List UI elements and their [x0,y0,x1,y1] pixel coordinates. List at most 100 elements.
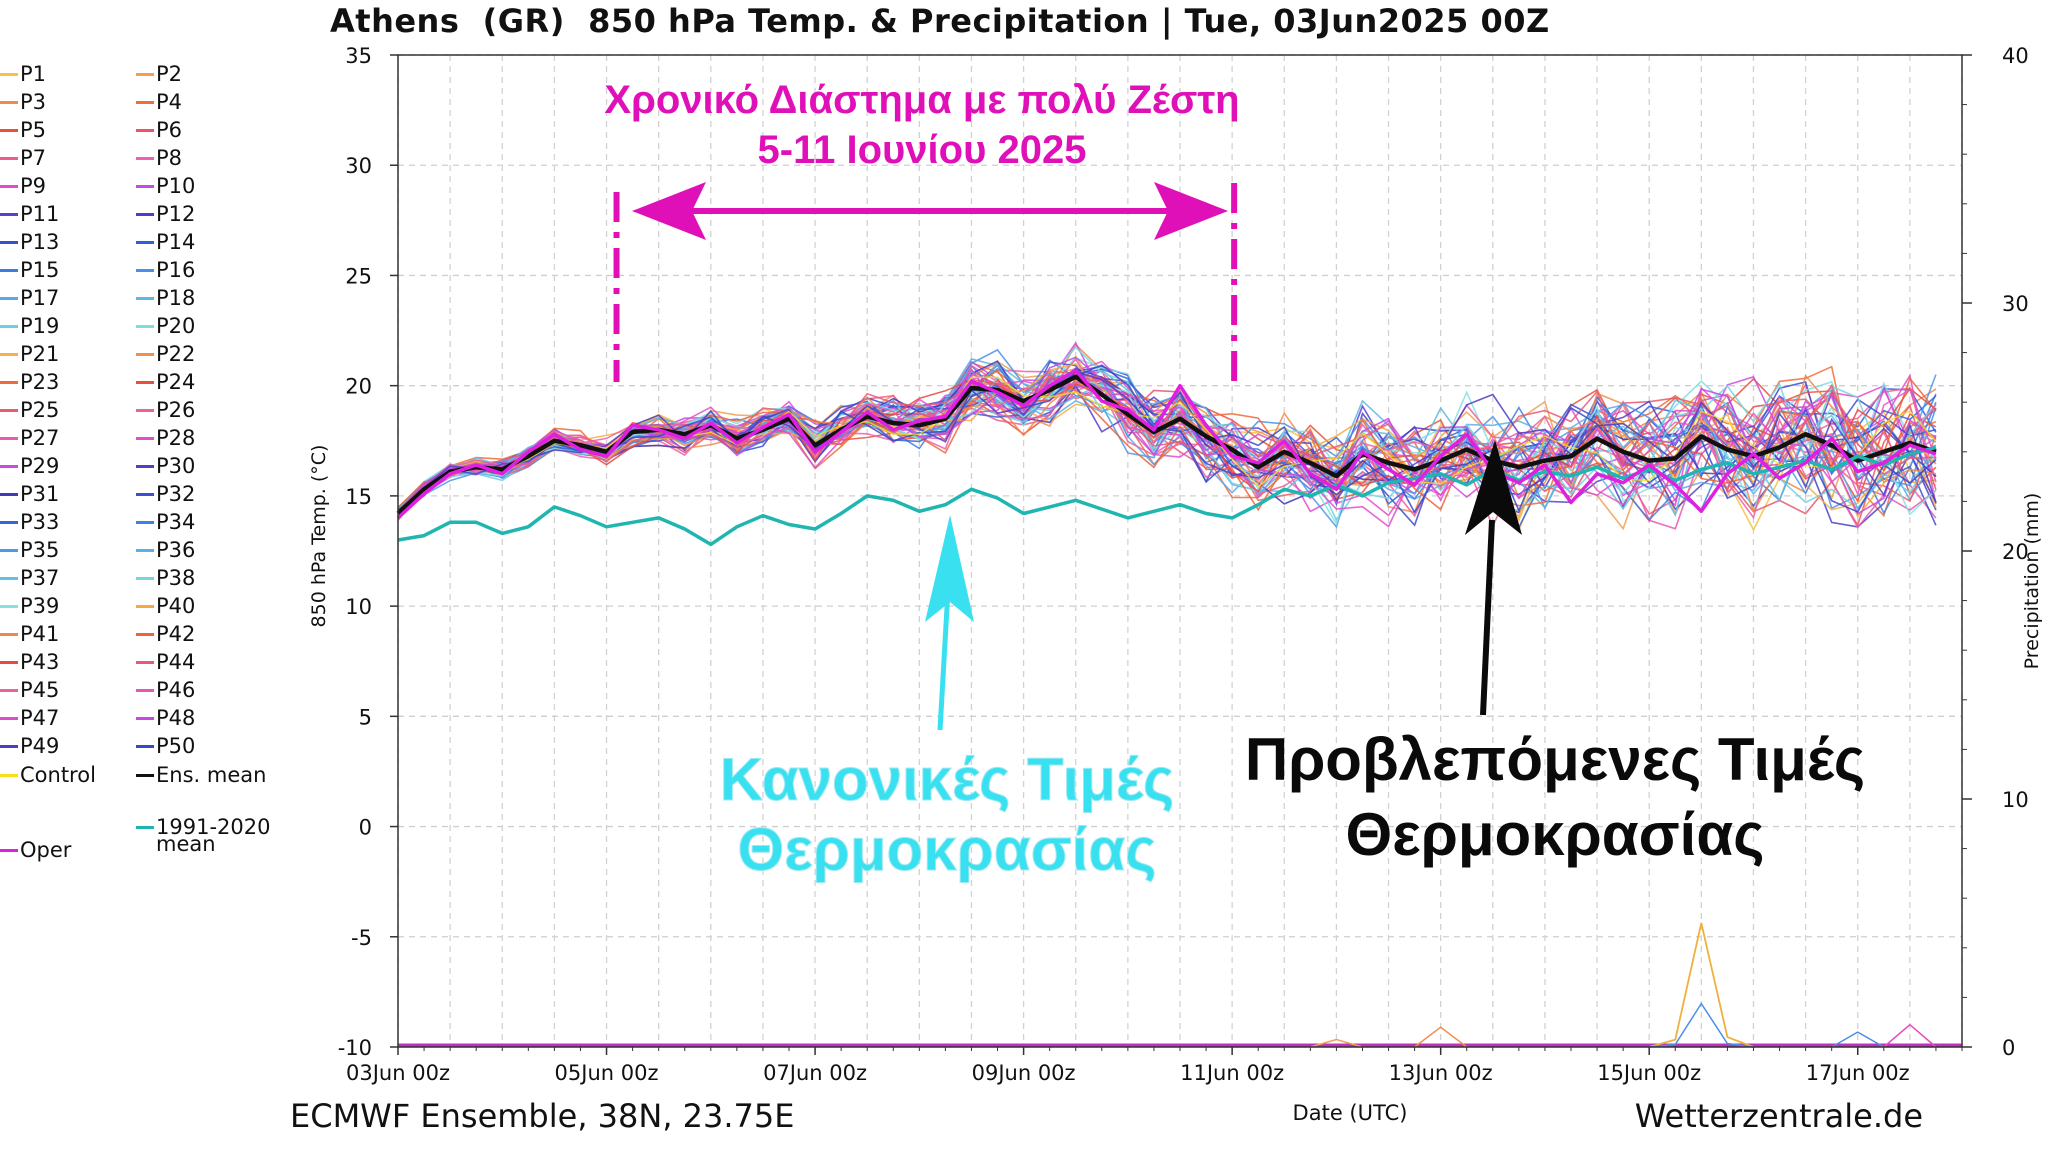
legend-item-p7: P7 [0,146,46,170]
legend-swatch [136,268,154,272]
ensemble-line-p40 [397,363,1937,519]
legend-label: P37 [20,566,60,590]
precip-spike [1648,922,1754,1048]
legend-label: Oper [20,838,72,862]
legend-label: P11 [20,202,60,226]
legend-item-control: Control [0,763,96,787]
legend-item-p11: P11 [0,202,59,226]
period-title: Χρονικό Διάστημα με πολύ Ζέστη [604,78,1239,122]
legend-swatch [0,296,18,300]
legend-swatch [0,100,18,104]
chart-title: Athens (GR) 850 hPa Temp. & Precipitatio… [330,2,1550,40]
legend-item-p22: P22 [136,342,195,366]
legend-swatch [136,744,154,748]
legend-item-p12: P12 [136,202,195,226]
legend-swatch [136,716,154,720]
legend-item-p47: P47 [0,706,59,730]
legend-swatch [136,773,154,777]
legend-item-p32: P32 [136,482,195,506]
legend-item-p10: P10 [136,174,195,198]
legend-item-p16: P16 [136,258,195,282]
x-tick-label: 17Jun 00z [1806,1061,1910,1085]
legend-swatch [136,492,154,496]
legend-label: P16 [156,258,196,282]
legend-label: P18 [156,286,196,310]
series-oper [396,368,1937,520]
legend-label: P33 [20,510,60,534]
legend-label: P28 [156,426,196,450]
legend-swatch [136,520,154,524]
precip-spike-2 [1649,1002,1754,1048]
precip-bump [1414,1026,1468,1048]
x-tick-label: 15Jun 00z [1597,1061,1701,1085]
y2-tick-label: 20 [2002,540,2029,564]
legend-label: P9 [20,174,47,198]
normal-arrow-head [925,515,974,622]
legend-item-oper: Oper [0,838,71,862]
y-tick-label: -10 [338,1036,372,1060]
legend-label: P3 [20,90,47,114]
legend-label: P44 [156,650,196,674]
legend-swatch [136,688,154,692]
legend-swatch [0,520,18,524]
legend-label: P31 [20,482,60,506]
legend-item-p37: P37 [0,566,59,590]
legend-item-climate: 1991-2020 [136,815,270,839]
legend-item-p36: P36 [136,538,195,562]
legend-label: P7 [20,146,47,170]
legend-label: P20 [156,314,196,338]
legend: P1 P2 P3 P4 P5 P6 P7 P8 P9 P10 P11 P12 P13 P14 P15 P16 P… [0,60,300,880]
precip-bump [1831,1031,1885,1048]
legend-label: P12 [156,202,196,226]
normal-arrow-shaft [937,589,951,731]
legend-swatch [0,436,18,440]
legend-item-p5: P5 [0,118,46,142]
axes: -10 -5 0 5 10 15 20 25 30 35 03Jun 00z 05Jun 00z 07J… [308,44,2043,1125]
legend-label: P42 [156,622,196,646]
legend-item-p26: P26 [136,398,195,422]
legend-label: P6 [156,118,183,142]
legend-label: P23 [20,370,60,394]
legend-item-p15: P15 [0,258,59,282]
legend-label: P50 [156,734,196,758]
legend-item-ens-mean: Ens. mean [136,763,266,787]
legend-item-p34: P34 [136,510,195,534]
legend-swatch [0,464,18,468]
ensemble-line-p48 [397,356,1937,515]
legend-item-p31: P31 [0,482,59,506]
legend-label: P10 [156,174,196,198]
legend-swatch [0,324,18,328]
legend-item-p28: P28 [136,426,195,450]
legend-item-p27: P27 [0,426,59,450]
legend-label: P38 [156,566,196,590]
legend-item-p18: P18 [136,286,195,310]
legend-swatch [0,744,18,748]
legend-item-p39: P39 [0,594,59,618]
legend-item-p49: P49 [0,734,59,758]
legend-item-p35: P35 [0,538,59,562]
y-tick-label: 5 [359,705,372,729]
legend-label: P36 [156,538,196,562]
legend-swatch [136,212,154,216]
y-tick-label: 30 [345,154,372,178]
legend-label: P41 [20,622,60,646]
legend-item-p44: P44 [136,650,195,674]
legend-item-climate-line2: mean [156,832,216,856]
x-tick-label: 13Jun 00z [1389,1061,1493,1085]
legend-label: P43 [20,650,60,674]
legend-label: Ens. mean [156,763,267,787]
legend-item-p33: P33 [0,510,59,534]
legend-item-p4: P4 [136,90,182,114]
legend-swatch [0,576,18,580]
x-tick-label: 05Jun 00z [555,1061,659,1085]
legend-swatch [0,240,18,244]
legend-swatch [0,408,18,412]
legend-swatch [0,156,18,160]
legend-label: P35 [20,538,60,562]
x-tick-label: 11Jun 00z [1180,1061,1284,1085]
legend-swatch [0,848,18,852]
legend-label: P49 [20,734,60,758]
forecast-label: Προβλεπόμενες Τιμές [1245,726,1865,793]
legend-swatch [136,324,154,328]
legend-item-p17: P17 [0,286,59,310]
